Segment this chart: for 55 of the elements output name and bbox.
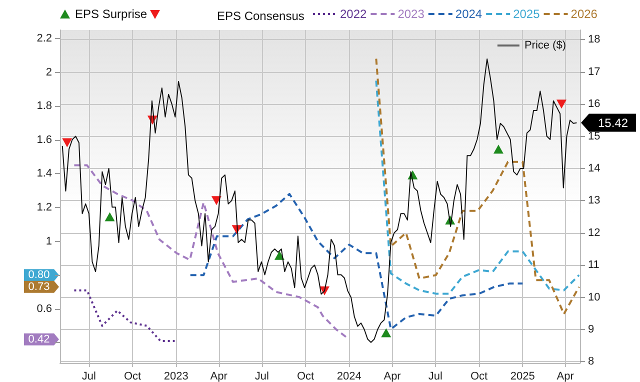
- point: [556, 100, 567, 109]
- y2-tick-label: 11: [588, 259, 600, 272]
- point: [381, 328, 392, 338]
- x-tick-label: Apr: [210, 370, 228, 382]
- x-tick-label: Oct: [470, 370, 488, 382]
- line-series: [73, 289, 176, 342]
- x-tick-label: Apr: [556, 370, 574, 382]
- legend-label: 2025: [513, 7, 540, 21]
- x-tick-label: Oct: [124, 370, 142, 382]
- point: [493, 144, 504, 154]
- y2-tick-label: 12: [588, 226, 600, 239]
- x-tick-label: 2024: [336, 370, 362, 382]
- y-tick-label: 1.2: [36, 201, 52, 214]
- text: 0.42: [28, 333, 50, 346]
- x-tick-label: 2023: [164, 370, 188, 382]
- y2-tick-label: 10: [588, 291, 600, 304]
- y2-tick-label: 15: [588, 130, 600, 142]
- y-tick-label: 1.8: [36, 100, 52, 112]
- data-label: 15.42: [598, 116, 628, 130]
- x-tick-label: Jul: [428, 370, 442, 382]
- text: 0.80: [28, 269, 50, 282]
- y-tick-label: 1: [46, 235, 52, 248]
- y2-tick-label: 8: [588, 356, 594, 368]
- point: [104, 212, 115, 222]
- line-series: [375, 80, 580, 295]
- legend-label: 2023: [398, 7, 425, 21]
- legend-title: EPS Consensus: [217, 9, 304, 23]
- text: Price ($): [524, 40, 566, 52]
- line-series: [73, 164, 350, 340]
- y-tick-label: 2.2: [36, 32, 52, 44]
- point: [274, 250, 284, 260]
- point: [62, 138, 72, 148]
- legend-label: 2024: [455, 7, 482, 21]
- y2-tick-label: 9: [588, 324, 594, 336]
- x-tick-label: Oct: [296, 370, 314, 382]
- y2-tick-label: 14: [588, 162, 600, 174]
- y2-tick-label: 18: [588, 34, 600, 46]
- y-tick-label: 1.6: [36, 134, 52, 146]
- line-series: [375, 58, 580, 315]
- x-tick-label: Apr: [384, 370, 402, 382]
- y2-tick-label: 16: [588, 98, 600, 110]
- y-tick-label: 0.6: [36, 302, 52, 315]
- y-tick-label: 1.4: [36, 168, 52, 180]
- y-tick-label: 2: [46, 66, 52, 78]
- legend-label: 2026: [570, 7, 598, 21]
- point: [211, 196, 222, 206]
- legend-label: 2022: [340, 7, 368, 21]
- y2-tick-label: 13: [588, 194, 600, 207]
- legend-label: EPS Surprise: [75, 7, 148, 21]
- text: 0.73: [28, 280, 50, 293]
- x-tick-label: Jul: [82, 370, 96, 382]
- x-tick-label: Jul: [254, 370, 269, 382]
- x-tick-label: 2025: [510, 370, 535, 382]
- line-series: [62, 58, 578, 343]
- y2-tick-label: 17: [588, 66, 600, 78]
